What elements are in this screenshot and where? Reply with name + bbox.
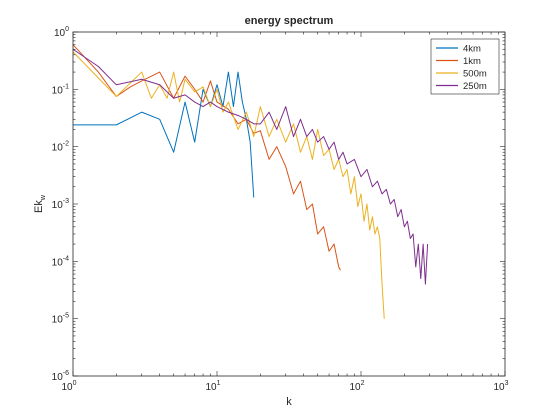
y-tick-label-exponent: -3 bbox=[63, 198, 69, 205]
y-tick-label-base: 10 bbox=[52, 200, 64, 211]
y-tick-label-base: 10 bbox=[52, 257, 64, 268]
y-tick-label-base: 10 bbox=[52, 315, 64, 326]
legend-label-500m: 500m bbox=[463, 69, 487, 80]
y-tick-label: 10-6 bbox=[52, 370, 69, 383]
y-tick-label: 10-5 bbox=[52, 313, 69, 326]
series-lines bbox=[72, 44, 429, 319]
x-tick-label-exponent: 2 bbox=[361, 380, 365, 387]
x-tick-label-exponent: 3 bbox=[505, 380, 509, 387]
y-tick-label-exponent: -2 bbox=[63, 141, 69, 148]
x-tick-label-exponent: 1 bbox=[217, 380, 221, 387]
x-tick-label-base: 10 bbox=[493, 382, 505, 393]
y-tick-label-exponent: -4 bbox=[63, 255, 69, 262]
x-tick-label: 100 bbox=[61, 380, 76, 393]
y-tick-label-exponent: 0 bbox=[65, 26, 69, 33]
y-tick-label: 10-2 bbox=[52, 141, 69, 154]
x-tick-label: 103 bbox=[493, 380, 508, 393]
axis-ticks bbox=[72, 31, 506, 377]
y-tick-label-exponent: -1 bbox=[63, 83, 69, 90]
y-tick-label-base: 10 bbox=[54, 28, 66, 39]
chart-title: energy spectrum bbox=[245, 15, 334, 27]
legend-label-1km: 1km bbox=[463, 56, 481, 67]
series-line-1km bbox=[72, 44, 341, 271]
y-tick-label: 100 bbox=[54, 26, 69, 39]
x-tick-label: 102 bbox=[349, 380, 364, 393]
y-tick-label: 10-1 bbox=[52, 83, 69, 96]
series-line-500m bbox=[72, 51, 385, 319]
y-tick-label-base: 10 bbox=[52, 143, 64, 154]
x-tick-label-exponent: 0 bbox=[73, 380, 77, 387]
y-axis-label-main: Ek bbox=[33, 200, 45, 213]
x-tick-label-base: 10 bbox=[61, 382, 73, 393]
y-tick-label-exponent: -6 bbox=[63, 370, 69, 377]
x-tick-label: 101 bbox=[205, 380, 220, 393]
y-tick-label: 10-4 bbox=[52, 255, 69, 268]
y-axis-label-subscript: w bbox=[40, 194, 47, 201]
y-tick-label-base: 10 bbox=[52, 372, 64, 383]
legend-label-4km: 4km bbox=[463, 44, 481, 55]
series-line-4km bbox=[73, 71, 255, 198]
y-tick-label-exponent: -5 bbox=[63, 313, 69, 320]
legend-label-250m: 250m bbox=[463, 81, 487, 92]
x-axis-label: k bbox=[286, 396, 292, 408]
y-tick-label: 10-3 bbox=[52, 198, 69, 211]
series-line-250m bbox=[72, 48, 429, 285]
y-axis-label: Ekw bbox=[33, 194, 47, 213]
x-tick-label-base: 10 bbox=[349, 382, 361, 393]
x-tick-label-base: 10 bbox=[205, 382, 217, 393]
y-tick-label-base: 10 bbox=[52, 85, 64, 96]
